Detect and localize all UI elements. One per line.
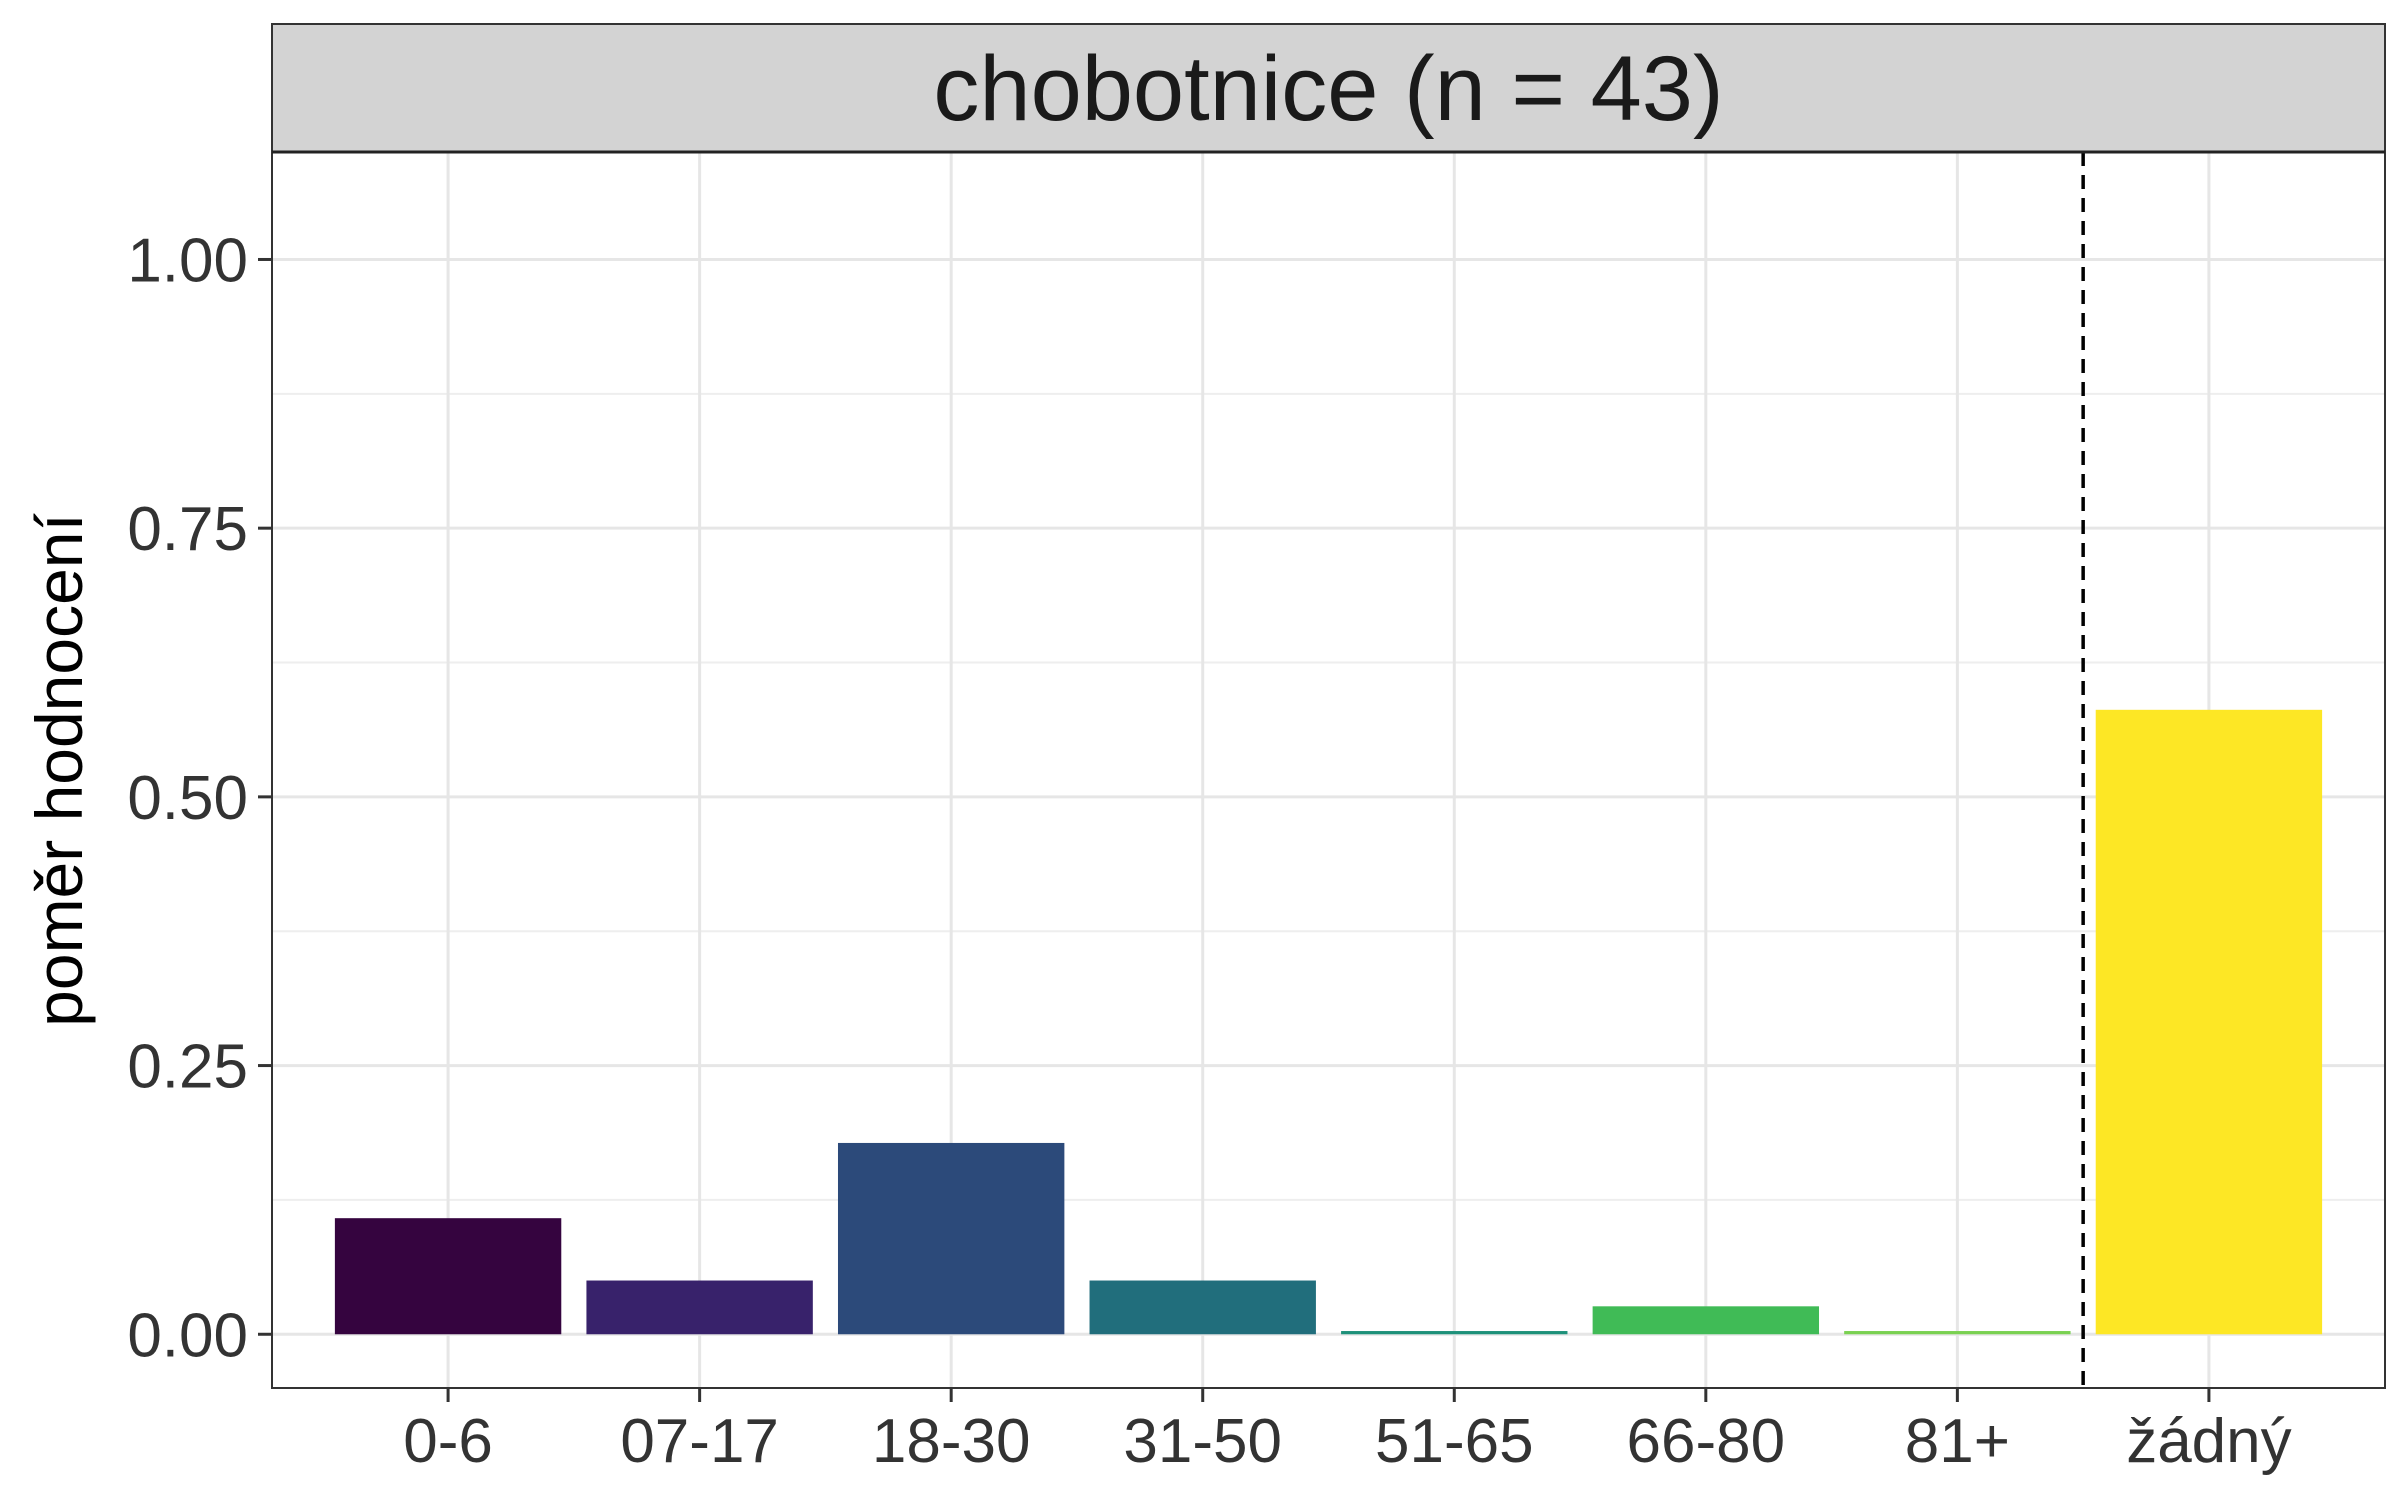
y-axis: 0.00 0.25 0.50 0.75 1.00 — [127, 226, 272, 1370]
facet-strip — [271, 23, 2386, 153]
panel-border — [271, 151, 2386, 1389]
bar-žádný — [2095, 709, 2323, 1335]
bar-0-6 — [334, 1218, 562, 1335]
bar-31-50 — [1089, 1280, 1316, 1335]
x-tick-label: 51-65 — [1375, 1407, 1534, 1476]
grid-major — [272, 152, 2385, 1388]
x-tick-label: 81+ — [1905, 1407, 2010, 1476]
y-axis-title: poměr hodnocení — [22, 512, 96, 1026]
x-tick-label: 0-6 — [403, 1407, 493, 1476]
x-axis: 0-6 07-17 18-30 31-50 51-65 66-80 81+ žádný — [403, 1388, 2292, 1476]
chart-title: chobotnice (n = 43) — [933, 38, 1723, 140]
x-tick-label: 18-30 — [872, 1407, 1031, 1476]
y-tick-label: 0.00 — [127, 1301, 248, 1370]
y-tick-label: 0.75 — [127, 495, 248, 564]
x-tick-label: 66-80 — [1627, 1407, 1786, 1476]
y-tick-label: 0.50 — [127, 764, 248, 833]
x-tick-label: 31-50 — [1123, 1407, 1282, 1476]
bars — [334, 709, 2323, 1335]
x-tick-label: žádný — [2126, 1407, 2291, 1476]
bar-51-65 — [1341, 1331, 1568, 1335]
grid-minor — [272, 392, 2385, 1201]
bar-18-30 — [837, 1142, 1065, 1335]
bar-07-17 — [586, 1280, 813, 1335]
y-tick-label: 0.25 — [127, 1033, 248, 1102]
bar-66-80 — [1592, 1306, 1820, 1335]
y-tick-label: 1.00 — [127, 226, 248, 295]
bar-81+ — [1844, 1331, 2071, 1335]
x-tick-label: 07-17 — [620, 1407, 779, 1476]
